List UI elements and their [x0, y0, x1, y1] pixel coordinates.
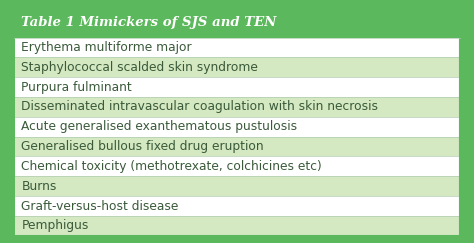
Bar — [14, 137, 460, 156]
Bar — [14, 38, 460, 58]
Bar — [14, 58, 460, 77]
Text: Disseminated intravascular coagulation with skin necrosis: Disseminated intravascular coagulation w… — [21, 101, 378, 113]
Bar — [14, 117, 460, 137]
Bar — [14, 196, 460, 216]
Bar — [14, 176, 460, 196]
Text: Staphylococcal scalded skin syndrome: Staphylococcal scalded skin syndrome — [21, 61, 258, 74]
Text: Pemphigus: Pemphigus — [21, 219, 89, 232]
Text: Generalised bullous fixed drug eruption: Generalised bullous fixed drug eruption — [21, 140, 264, 153]
Bar — [14, 7, 460, 38]
Bar — [14, 216, 460, 236]
Bar — [14, 97, 460, 117]
Text: Table 1 Mimickers of SJS and TEN: Table 1 Mimickers of SJS and TEN — [21, 16, 277, 29]
Bar — [14, 77, 460, 97]
Text: Erythema multiforme major: Erythema multiforme major — [21, 41, 192, 54]
Text: Purpura fulminant: Purpura fulminant — [21, 81, 132, 94]
Text: Chemical toxicity (methotrexate, colchicines etc): Chemical toxicity (methotrexate, colchic… — [21, 160, 322, 173]
Text: Acute generalised exanthematous pustulosis: Acute generalised exanthematous pustulos… — [21, 120, 298, 133]
Text: Graft-versus-host disease: Graft-versus-host disease — [21, 200, 179, 212]
Bar — [14, 156, 460, 176]
Text: Burns: Burns — [21, 180, 57, 193]
